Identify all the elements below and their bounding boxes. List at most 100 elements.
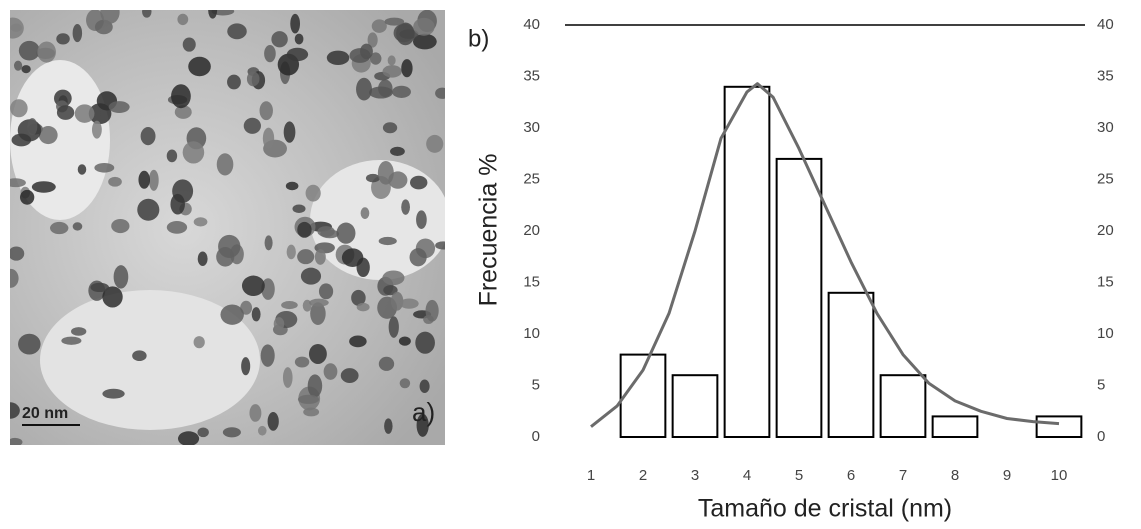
y-tick-label: 30 — [523, 119, 540, 136]
particle — [286, 244, 296, 260]
particle — [378, 356, 395, 371]
particle — [365, 173, 380, 183]
particle — [241, 275, 265, 296]
particle — [72, 222, 83, 231]
particle — [384, 418, 393, 434]
particle — [27, 118, 38, 136]
particle — [356, 302, 370, 312]
particle — [390, 291, 404, 311]
y2-tick-label: 5 — [1097, 376, 1105, 393]
particle — [193, 217, 208, 227]
particle — [170, 193, 185, 215]
particle — [305, 184, 321, 202]
bar — [775, 157, 823, 438]
particle — [77, 164, 87, 175]
light-region — [10, 60, 110, 220]
particle — [227, 23, 247, 40]
particle — [197, 427, 209, 438]
particle — [297, 221, 312, 238]
particle — [10, 246, 25, 261]
particle — [91, 120, 102, 139]
x-tick-label: 7 — [899, 467, 907, 484]
particle — [282, 367, 293, 388]
particle — [415, 331, 435, 354]
particle — [281, 301, 298, 310]
particle — [390, 146, 405, 156]
particle — [261, 278, 275, 300]
particle — [90, 282, 110, 293]
x-tick-label: 9 — [1003, 467, 1011, 484]
particle — [182, 141, 205, 164]
particle — [50, 221, 69, 235]
particle — [399, 29, 419, 39]
tem-image — [10, 10, 445, 445]
scale-label: 20 nm — [22, 405, 68, 422]
particle — [246, 71, 260, 87]
particle — [326, 50, 350, 66]
particle — [318, 283, 334, 300]
x-tick-label: 2 — [639, 467, 647, 484]
particle — [174, 105, 192, 119]
y2-tick-label: 15 — [1097, 273, 1114, 290]
particle — [10, 99, 28, 118]
y-tick-label: 35 — [523, 67, 540, 84]
particle — [300, 267, 322, 285]
particle — [360, 43, 373, 60]
tem-labels: 20 nm a) — [22, 397, 435, 427]
particle — [401, 199, 410, 215]
particle — [303, 407, 320, 417]
y-axis-title: Frecuencia % — [475, 154, 503, 307]
particle — [18, 40, 40, 61]
particle — [307, 374, 323, 398]
particle — [166, 149, 178, 163]
particle — [241, 357, 251, 376]
particle — [294, 33, 304, 45]
particle — [10, 178, 26, 188]
particle — [314, 249, 326, 265]
bar — [827, 291, 875, 438]
particle — [257, 425, 267, 436]
particle — [292, 204, 306, 213]
particle — [378, 236, 397, 246]
particle — [171, 84, 191, 109]
particle — [341, 248, 364, 267]
x-tick-label: 1 — [587, 467, 595, 484]
particle — [18, 333, 41, 355]
particle — [10, 402, 20, 419]
particle — [38, 126, 58, 145]
particle — [177, 13, 189, 26]
particle — [10, 23, 22, 32]
particle — [94, 162, 115, 173]
particle — [267, 412, 279, 431]
particle — [260, 344, 275, 367]
particle — [216, 153, 234, 176]
particle — [290, 13, 301, 34]
particle — [227, 74, 241, 90]
particle — [13, 60, 23, 71]
particle — [399, 298, 419, 309]
particle — [371, 19, 387, 33]
particle — [309, 298, 329, 307]
particle — [178, 431, 200, 445]
y-tick-label: 0 — [532, 428, 540, 445]
particle — [336, 222, 356, 244]
bar — [931, 415, 979, 438]
bar — [671, 374, 719, 439]
particle — [368, 86, 393, 99]
particle — [285, 181, 299, 191]
particle — [71, 327, 87, 336]
x-tick-label: 4 — [743, 467, 751, 484]
particle — [10, 437, 23, 445]
particle — [410, 175, 428, 190]
y2-tick-label: 35 — [1097, 67, 1114, 84]
particle — [243, 117, 261, 134]
y-tick-label: 40 — [523, 16, 540, 33]
particle — [401, 59, 413, 78]
particle — [218, 234, 241, 259]
particle — [137, 198, 160, 221]
particle — [61, 336, 82, 345]
y2-tick-label: 10 — [1097, 325, 1114, 342]
particle — [56, 33, 70, 45]
particle — [111, 218, 130, 234]
